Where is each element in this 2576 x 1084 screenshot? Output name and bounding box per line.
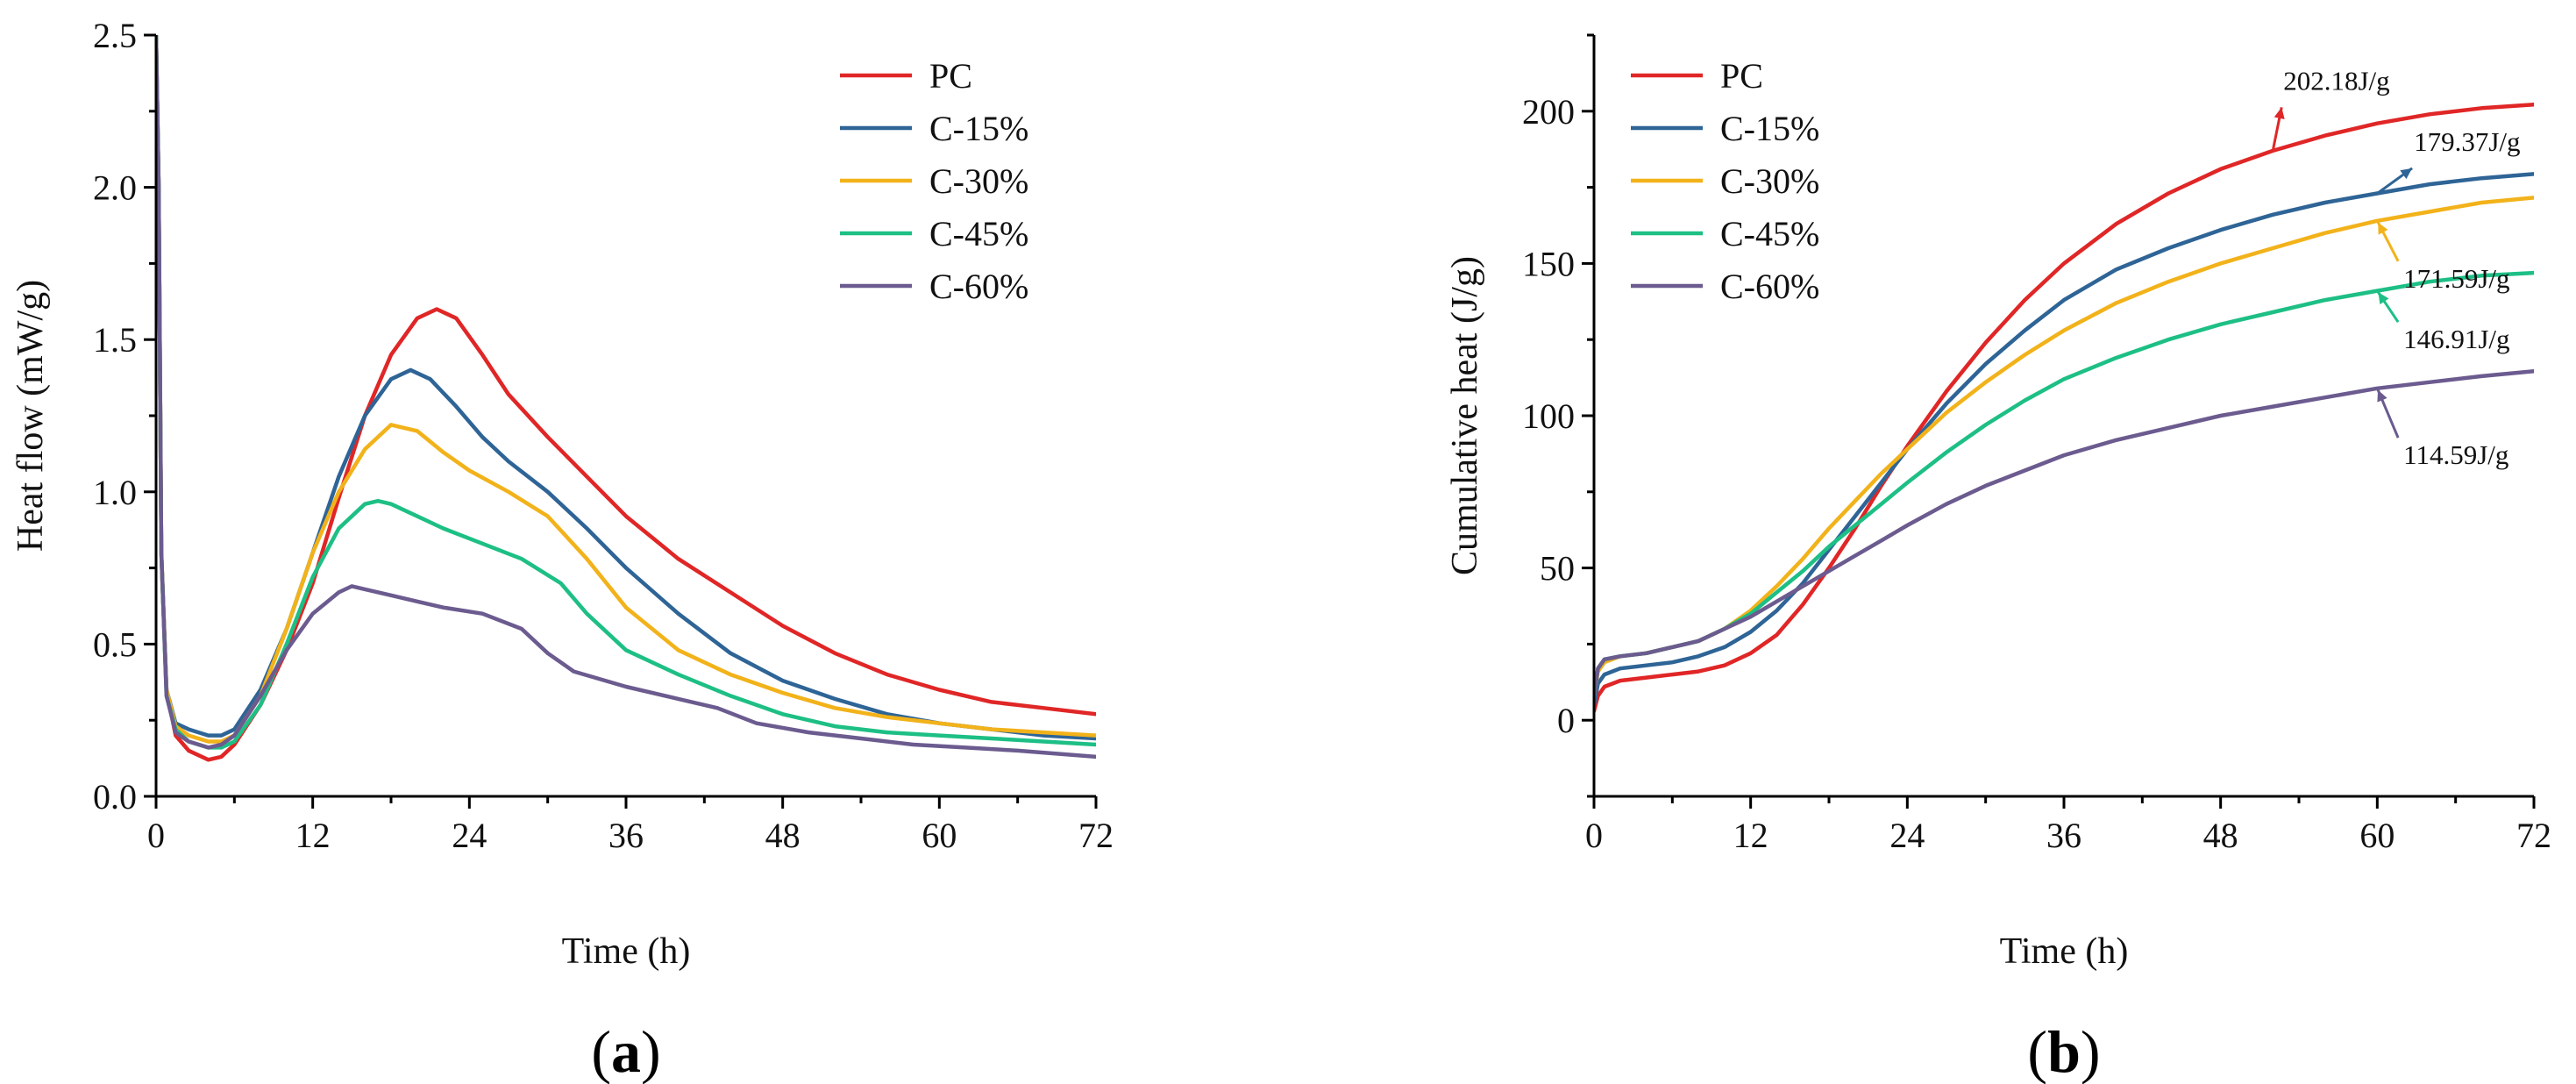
x-tick-label: 0 bbox=[147, 816, 165, 855]
series-line-c60 bbox=[1594, 369, 2534, 698]
annotation-arrowhead bbox=[2377, 389, 2387, 403]
series-line-c45 bbox=[1594, 270, 2534, 698]
series-line-c60 bbox=[156, 35, 1096, 760]
y-tick-label: 0 bbox=[1557, 701, 1575, 740]
y-tick-label: 50 bbox=[1540, 549, 1575, 588]
y-tick-label: 0.5 bbox=[93, 624, 137, 664]
annotation-label: 114.59J/g bbox=[2403, 439, 2508, 470]
annotation-label: 146.91J/g bbox=[2403, 324, 2509, 354]
y-tick-label: 200 bbox=[1522, 92, 1575, 132]
x-tick-label: 24 bbox=[452, 816, 487, 855]
y-axis-title: Heat flow (mW/g) bbox=[11, 280, 51, 552]
series-group bbox=[156, 35, 1096, 762]
chart-panel-b: 0 12 24 36 48 60 72 0 50 100 150 200 Time (h) Cumulat… bbox=[1445, 33, 2551, 1084]
panel-label: (a) bbox=[591, 1018, 660, 1084]
chart-panel-a: 0 12 24 36 48 60 72 0.0 0.5 1.0 1.5 2.0 2.5 Time (h) H… bbox=[11, 16, 1114, 1084]
annotations: 202.18J/g 179.37J/g 171.59J/g 146.91J/g 114.… bbox=[2272, 65, 2521, 470]
x-tick-label: 72 bbox=[2516, 816, 2551, 855]
x-tick-label: 36 bbox=[2046, 816, 2081, 855]
x-axis-title: Time (h) bbox=[2000, 931, 2129, 972]
y-tick-label: 1.0 bbox=[93, 473, 137, 512]
legend: PC C-15% C-30% C-45% C-60% bbox=[840, 56, 1028, 306]
x-tick-label: 0 bbox=[1585, 816, 1603, 855]
x-tick-label: 12 bbox=[1733, 816, 1768, 855]
x-tick-label: 60 bbox=[922, 816, 957, 855]
y-tick-label: 2.0 bbox=[93, 168, 137, 208]
y-axis-title: Cumulative heat (J/g) bbox=[1445, 256, 1485, 575]
panel-label: (b) bbox=[2027, 1018, 2100, 1084]
legend-label: C-60% bbox=[1720, 267, 1819, 306]
series-line-c15 bbox=[1594, 172, 2534, 708]
series-group bbox=[1594, 102, 2534, 714]
series-line-c15 bbox=[156, 35, 1096, 741]
legend-label: C-15% bbox=[929, 109, 1028, 148]
annotation-arrowhead bbox=[2400, 168, 2413, 180]
legend-label: C-60% bbox=[929, 267, 1028, 306]
legend-label: C-15% bbox=[1720, 109, 1819, 148]
series-line-c30 bbox=[156, 35, 1096, 744]
legend-label: C-30% bbox=[929, 161, 1028, 201]
x-tick-label: 24 bbox=[1889, 816, 1925, 855]
legend-label: C-30% bbox=[1720, 161, 1819, 201]
x-tick-label: 48 bbox=[2203, 816, 2238, 855]
annotation-arrowhead bbox=[2378, 222, 2388, 235]
x-tick-label: 12 bbox=[295, 816, 331, 855]
x-tick-label: 60 bbox=[2359, 816, 2395, 855]
x-axis-title: Time (h) bbox=[562, 931, 691, 972]
series-line-pc bbox=[156, 35, 1096, 762]
legend-label: PC bbox=[1720, 56, 1763, 96]
legend-label: C-45% bbox=[929, 214, 1028, 253]
annotation-label: 202.18J/g bbox=[2283, 65, 2389, 96]
legend: PC C-15% C-30% C-45% C-60% bbox=[1631, 56, 1819, 306]
annotation-label: 179.37J/g bbox=[2414, 126, 2520, 157]
y-tick-label: 1.5 bbox=[93, 320, 137, 360]
y-tick-label: 0.0 bbox=[93, 777, 137, 817]
x-tick-label: 48 bbox=[765, 816, 801, 855]
legend-label: PC bbox=[929, 56, 972, 96]
x-tick-label: 36 bbox=[608, 816, 644, 855]
annotation-label: 171.59J/g bbox=[2403, 263, 2509, 294]
legend-label: C-45% bbox=[1720, 214, 1819, 253]
y-tick-label: 100 bbox=[1522, 396, 1575, 436]
annotation-arrowhead bbox=[2274, 107, 2285, 119]
y-tick-label: 150 bbox=[1522, 244, 1575, 283]
x-tick-label: 72 bbox=[1078, 816, 1114, 855]
y-tick-label: 2.5 bbox=[93, 16, 137, 55]
annotation-arrowhead bbox=[2378, 292, 2389, 305]
